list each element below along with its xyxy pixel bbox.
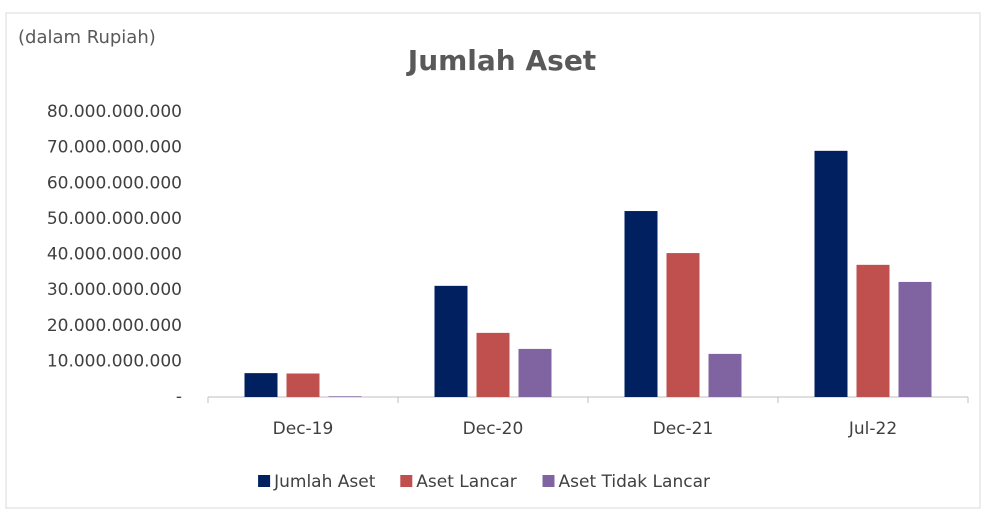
- bar: [814, 150, 848, 397]
- y-tick-label: 40.000.000.000: [47, 245, 182, 265]
- legend-swatch: [542, 475, 555, 487]
- legend-swatch: [400, 475, 413, 487]
- y-tick-label: 30.000.000.000: [47, 280, 182, 300]
- y-tick-label: -: [176, 387, 182, 407]
- y-tick-label: 60.000.000.000: [47, 173, 182, 193]
- x-tick-label: Dec-20: [463, 419, 524, 439]
- x-tick-label: Jul-22: [848, 419, 897, 439]
- y-tick-label: 70.000.000.000: [47, 138, 182, 158]
- bar: [856, 264, 890, 397]
- y-tick-label: 20.000.000.000: [47, 316, 182, 336]
- bar: [624, 211, 658, 397]
- y-tick-label: 10.000.000.000: [47, 351, 182, 371]
- y-tick-label: 80.000.000.000: [47, 102, 182, 122]
- legend-label: Aset Tidak Lancar: [559, 472, 710, 492]
- bar: [476, 332, 510, 397]
- bar: [708, 353, 742, 397]
- legend-label: Aset Lancar: [416, 472, 516, 492]
- y-tick-label: 50.000.000.000: [47, 209, 182, 229]
- bar: [286, 373, 320, 397]
- y-axis-label: (dalam Rupiah): [18, 27, 156, 48]
- legend-swatch: [258, 475, 271, 487]
- x-tick-label: Dec-21: [653, 419, 714, 439]
- legend-label: Jumlah Aset: [273, 472, 376, 492]
- chart-title: Jumlah Aset: [406, 44, 596, 77]
- bar: [666, 253, 700, 397]
- bar: [434, 285, 468, 397]
- x-tick-label: Dec-19: [273, 419, 334, 439]
- bar: [328, 396, 362, 397]
- bar: [518, 348, 552, 397]
- bar: [898, 281, 932, 397]
- bar: [244, 373, 278, 397]
